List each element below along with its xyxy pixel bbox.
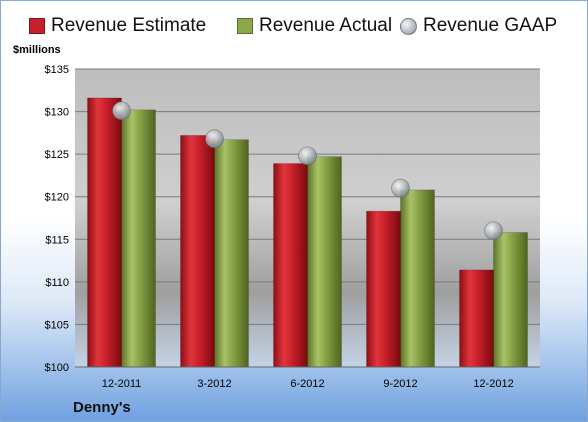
x-tick-label: 6-2012 xyxy=(290,378,324,390)
bar-revenue-actual xyxy=(400,189,435,368)
gaap-marker xyxy=(391,178,410,198)
bar-revenue-estimate xyxy=(366,210,401,368)
legend: Revenue Estimate Revenue Actual Revenue … xyxy=(1,15,587,43)
bar-revenue-estimate xyxy=(180,135,215,368)
bar-revenue-estimate xyxy=(273,163,308,368)
legend-swatch-revenue-actual xyxy=(237,18,253,34)
legend-swatch-revenue-estimate xyxy=(29,18,45,34)
legend-label-revenue-gaap: Revenue GAAP xyxy=(423,15,558,36)
y-axis-label: $millions xyxy=(13,44,61,56)
y-tick-label: $110 xyxy=(45,277,69,289)
gaap-marker xyxy=(298,146,317,166)
x-tick-label: 3-2012 xyxy=(197,378,231,390)
bar-revenue-actual xyxy=(307,156,342,368)
legend-item-revenue-actual: Revenue Actual xyxy=(237,15,392,37)
x-tick-label: 12-2012 xyxy=(473,378,513,390)
y-tick-labels: $100 $105 $110 $115 $120 $125 $130 $135 xyxy=(45,64,69,374)
x-tick-label: 9-2012 xyxy=(383,378,417,390)
y-tick-label: $100 xyxy=(45,362,69,374)
legend-label-revenue-actual: Revenue Actual xyxy=(259,15,393,36)
x-tick-label: 12-2011 xyxy=(102,378,142,390)
y-tick-label: $115 xyxy=(45,234,69,246)
legend-item-revenue-gaap: Revenue GAAP xyxy=(400,15,557,37)
x-tick-labels: 12-2011 3-2012 6-2012 9-2012 12-2012 xyxy=(102,378,514,390)
legend-label-revenue-estimate: Revenue Estimate xyxy=(51,15,207,36)
bar-revenue-estimate xyxy=(459,269,494,368)
gaap-marker xyxy=(484,221,503,241)
bars xyxy=(87,97,528,368)
gaap-markers xyxy=(112,101,503,241)
gaap-marker xyxy=(112,101,131,121)
y-tick-label: $135 xyxy=(45,64,69,76)
bar-revenue-actual xyxy=(493,232,528,368)
bar-revenue-actual xyxy=(214,139,249,368)
bar-revenue-estimate xyxy=(87,97,122,368)
legend-item-revenue-estimate: Revenue Estimate xyxy=(29,15,206,37)
company-name: Denny's xyxy=(73,399,131,416)
y-tick-label: $105 xyxy=(45,319,69,331)
y-tick-label: $125 xyxy=(45,149,69,161)
y-tick-label: $120 xyxy=(45,192,69,204)
legend-swatch-revenue-gaap xyxy=(400,17,417,35)
y-tick-label: $130 xyxy=(45,107,69,119)
bar-revenue-actual xyxy=(121,109,156,368)
gaap-marker xyxy=(205,129,224,149)
